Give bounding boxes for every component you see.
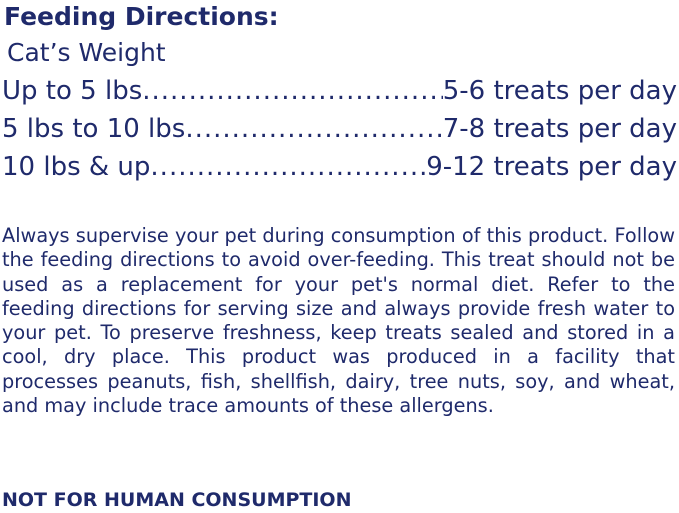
directions-paragraph: Always supervise your pet during consump… <box>2 224 675 418</box>
weight: 5 lbs to 10 lbs <box>2 114 186 144</box>
feeding-row: 5 lbs to 10 lbs.........................… <box>2 114 677 144</box>
amount: 9-12 treats per day <box>426 152 677 182</box>
subtitle: Cat’s Weight <box>7 38 166 67</box>
title: Feeding Directions: <box>4 2 279 31</box>
amount: 7-8 treats per day <box>442 114 677 144</box>
feeding-row: Up to 5 lbs.............................… <box>2 76 677 106</box>
warning: NOT FOR HUMAN CONSUMPTION <box>2 489 352 511</box>
feeding-row: 10 lbs & up.............................… <box>2 152 677 182</box>
weight: 10 lbs & up <box>2 152 151 182</box>
amount: 5-6 treats per day <box>442 76 677 106</box>
weight: Up to 5 lbs <box>2 76 143 106</box>
